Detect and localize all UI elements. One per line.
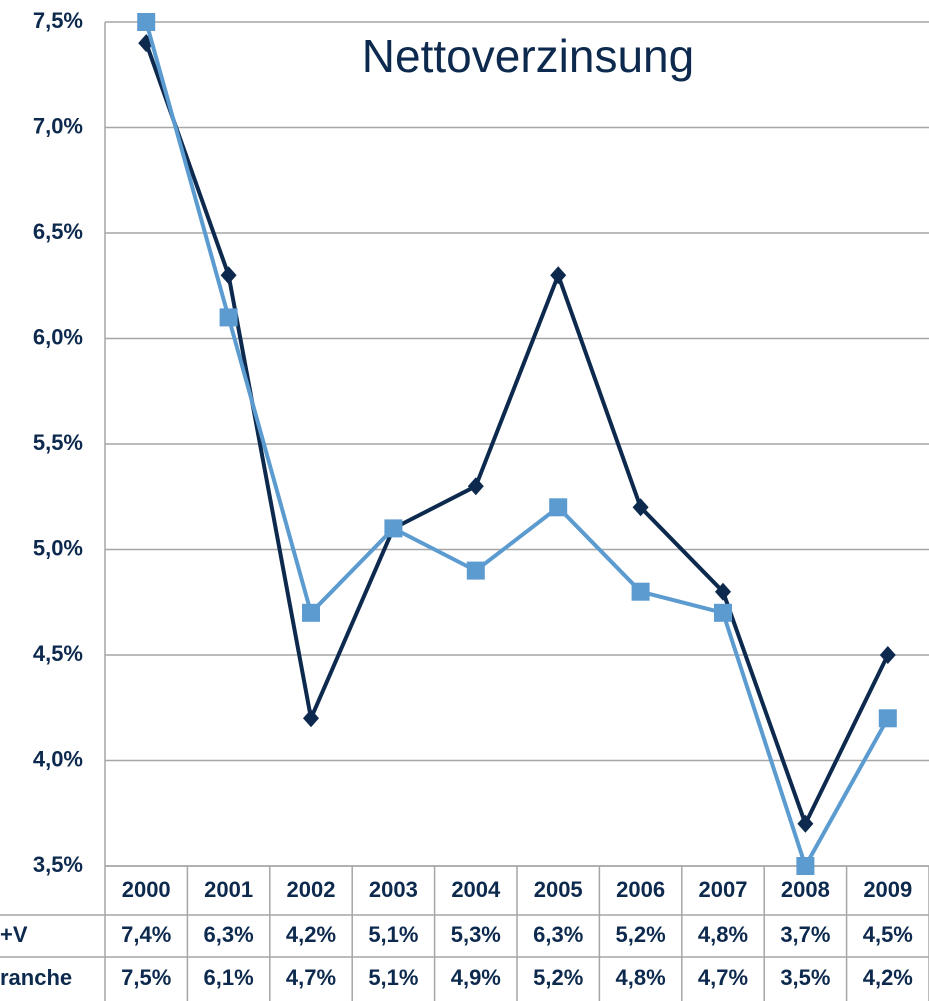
data-label: 7,5%: [121, 965, 171, 990]
marker: [549, 498, 568, 517]
marker: [714, 603, 732, 622]
legend-label: ranche: [0, 965, 72, 990]
data-label: 6,3%: [204, 922, 254, 947]
marker: [631, 582, 650, 601]
marker: [467, 477, 484, 496]
series-line: [144, 42, 890, 826]
y-tick-label: 4,5%: [33, 641, 83, 666]
data-label: 5,2%: [616, 922, 666, 947]
marker: [220, 266, 237, 285]
marker: [550, 266, 567, 285]
data-label: 4,8%: [698, 922, 748, 947]
series-line: [144, 21, 890, 868]
marker: [303, 709, 319, 728]
x-tick-label: 2001: [204, 877, 253, 902]
data-label: 3,5%: [780, 965, 830, 990]
marker: [715, 582, 731, 601]
x-tick-label: 2009: [863, 877, 912, 902]
marker: [796, 857, 815, 875]
marker: [878, 709, 897, 728]
data-label: 7,4%: [121, 922, 171, 947]
y-tick-label: 4,0%: [33, 746, 83, 771]
data-label: 4,2%: [286, 922, 336, 947]
y-tick-label: 7,5%: [33, 8, 83, 33]
y-tick-label: 5,0%: [33, 535, 83, 560]
data-label: 3,7%: [780, 922, 830, 947]
x-tick-label: 2000: [122, 877, 171, 902]
legend-label: +V: [0, 922, 28, 947]
data-label: 4,7%: [698, 965, 748, 990]
x-tick-label: 2006: [616, 877, 665, 902]
x-tick-label: 2003: [369, 877, 418, 902]
data-label: 5,1%: [368, 965, 418, 990]
data-label: 4,5%: [863, 922, 913, 947]
data-label: 6,1%: [204, 965, 254, 990]
marker: [632, 498, 649, 517]
data-label: 4,7%: [286, 965, 336, 990]
marker: [466, 561, 485, 580]
y-tick-label: 5,5%: [33, 430, 83, 455]
y-tick-label: 6,5%: [33, 219, 83, 244]
marker: [879, 646, 896, 664]
marker: [797, 814, 814, 833]
x-tick-label: 2002: [287, 877, 336, 902]
marker: [219, 308, 238, 327]
chart-title: Nettoverzinsung: [362, 30, 694, 82]
marker: [137, 13, 156, 31]
data-label: 4,2%: [863, 965, 913, 990]
data-label: 5,2%: [533, 965, 583, 990]
x-tick-label: 2004: [451, 877, 501, 902]
data-label: 6,3%: [533, 922, 583, 947]
x-tick-label: 2007: [699, 877, 748, 902]
marker: [302, 603, 320, 622]
y-tick-label: 3,5%: [33, 852, 83, 877]
marker: [384, 519, 403, 538]
data-label: 5,1%: [368, 922, 418, 947]
x-tick-label: 2008: [781, 877, 830, 902]
data-label: 5,3%: [451, 922, 501, 947]
y-tick-label: 7,0%: [33, 113, 83, 138]
data-label: 4,8%: [616, 965, 666, 990]
y-tick-label: 6,0%: [33, 324, 83, 349]
data-label: 4,9%: [451, 965, 501, 990]
x-tick-label: 2005: [534, 877, 583, 902]
